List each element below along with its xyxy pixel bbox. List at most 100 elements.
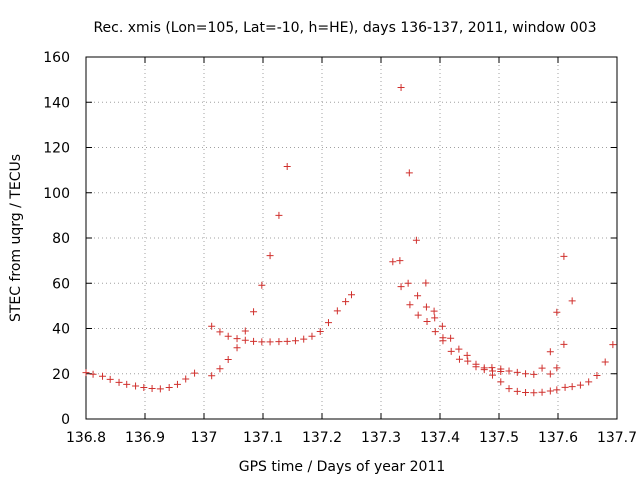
data-point (497, 378, 505, 386)
data-point (422, 303, 430, 311)
data-point (165, 384, 173, 392)
x-tick-labels: 136.8 136.9 137 137.1 137.2 137.3 137.4 137.5 13… (66, 430, 637, 446)
data-point (324, 319, 332, 327)
data-point (397, 283, 405, 291)
data-point (438, 322, 446, 330)
data-point (266, 252, 274, 260)
x-tick-label: 137.3 (361, 430, 401, 446)
data-point (216, 328, 224, 336)
y-tick-label: 20 (52, 367, 70, 383)
data-point (406, 301, 414, 309)
data-point (241, 336, 249, 344)
data-point (389, 258, 397, 266)
y-axis-label: STEC from uqrg / TECUs (8, 154, 24, 322)
data-point (464, 357, 472, 365)
data-point (173, 380, 181, 388)
data-point (397, 84, 405, 92)
x-tick-label: 137 (191, 430, 218, 446)
y-tick-label: 40 (52, 322, 70, 338)
y-tick-label: 60 (52, 276, 70, 292)
data-point (546, 387, 554, 395)
data-point (538, 388, 546, 396)
data-point (553, 386, 561, 394)
data-point (530, 370, 538, 378)
y-tick-label: 80 (52, 231, 70, 247)
data-point (431, 314, 439, 322)
y-tick-label: 0 (61, 412, 70, 428)
data-point (430, 307, 438, 315)
data-point (89, 370, 97, 378)
data-point (463, 351, 471, 359)
data-point (488, 364, 496, 372)
data-point (423, 317, 431, 325)
data-point (250, 308, 258, 316)
data-point (593, 372, 601, 380)
data-point (538, 364, 546, 372)
data-point (258, 281, 266, 289)
data-point (431, 328, 439, 336)
data-point (447, 347, 455, 355)
data-point (82, 369, 90, 377)
data-point (447, 334, 455, 342)
data-point (455, 345, 463, 353)
y-tick-labels: 0 20 40 60 80 100 120 140 160 (43, 50, 70, 428)
x-tick-label: 136.8 (66, 430, 106, 446)
data-point (455, 355, 463, 363)
chart-title: Rec. xmis (Lon=105, Lat=-10, h=HE), days… (93, 20, 596, 36)
data-point (250, 337, 258, 345)
data-point (513, 368, 521, 376)
plot-frame (85, 56, 618, 420)
data-point (182, 375, 190, 383)
data-point (576, 381, 584, 389)
data-point (224, 355, 232, 363)
data-point (348, 291, 355, 299)
x-tick-label: 137.5 (479, 430, 519, 446)
data-point (522, 370, 530, 378)
data-point (300, 335, 308, 343)
x-tick-label: 137.6 (538, 430, 578, 446)
y-tick-label: 140 (43, 95, 70, 111)
data-point (553, 364, 561, 372)
data-point (546, 348, 554, 356)
data-point (505, 367, 513, 375)
data-point (412, 236, 420, 244)
x-axis-label: GPS time / Days of year 2011 (239, 459, 446, 475)
y-tick-label: 160 (43, 50, 70, 66)
data-point (224, 332, 232, 340)
data-point (283, 337, 291, 345)
data-point (216, 365, 224, 373)
data-point (275, 338, 283, 346)
data-point (414, 311, 422, 319)
data-point (208, 372, 216, 380)
data-point (439, 337, 447, 345)
data-point (505, 385, 513, 393)
data-point (333, 307, 341, 315)
data-point (405, 169, 413, 177)
gridlines (86, 57, 617, 419)
data-point (233, 344, 241, 352)
data-point (258, 338, 266, 346)
x-tick-label: 137.1 (243, 430, 283, 446)
data-point (156, 385, 164, 393)
data-point (568, 383, 576, 391)
data-point (123, 380, 131, 388)
data-point (115, 378, 123, 386)
data-point (308, 332, 316, 340)
data-point (233, 335, 241, 343)
data-point (316, 327, 324, 335)
data-point (522, 389, 530, 397)
data-point (342, 298, 350, 306)
data-point (132, 382, 140, 390)
data-point (99, 372, 107, 380)
data-point (489, 371, 497, 379)
data-point (530, 389, 538, 397)
x-tick-label: 137.4 (420, 430, 460, 446)
x-tick-label: 137.2 (302, 430, 342, 446)
data-point (561, 383, 569, 391)
data-point (208, 322, 216, 330)
data-point (291, 337, 299, 345)
data-point (568, 297, 576, 305)
data-point (497, 367, 505, 375)
data-point (513, 387, 521, 395)
